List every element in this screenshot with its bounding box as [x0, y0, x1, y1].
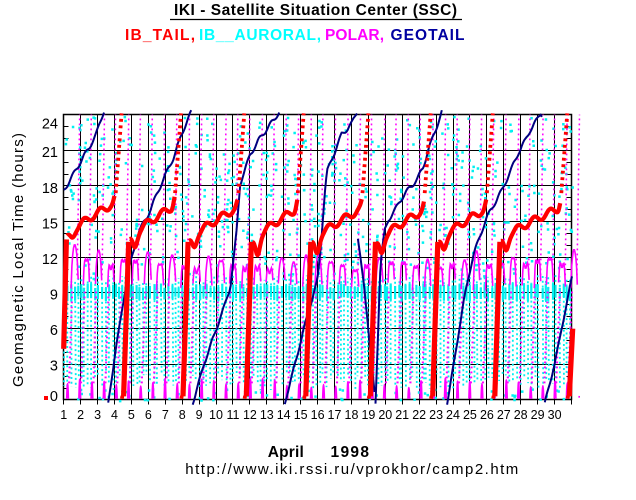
svg-text:2: 2	[77, 408, 84, 422]
svg-text:15: 15	[42, 217, 58, 233]
svg-text:7: 7	[162, 408, 169, 422]
svg-text:POLAR,: POLAR,	[325, 27, 384, 44]
svg-text:IB_TAIL,: IB_TAIL,	[125, 27, 195, 44]
svg-text:12: 12	[42, 252, 58, 268]
svg-text:21: 21	[395, 408, 409, 422]
svg-text:4: 4	[111, 408, 118, 422]
svg-text:25: 25	[463, 408, 477, 422]
svg-text:0: 0	[50, 389, 58, 405]
svg-text:3: 3	[50, 359, 58, 375]
svg-text:24: 24	[446, 408, 460, 422]
svg-text:1: 1	[60, 408, 67, 422]
svg-text:18: 18	[42, 181, 58, 197]
svg-text:12: 12	[243, 408, 257, 422]
svg-text:3: 3	[94, 408, 101, 422]
svg-text:6: 6	[50, 323, 58, 339]
svg-text:11: 11	[227, 408, 240, 422]
svg-text:5: 5	[128, 408, 135, 422]
svg-text:10: 10	[209, 408, 223, 422]
svg-text:9: 9	[50, 288, 58, 304]
svg-text:27: 27	[497, 408, 511, 422]
svg-text:IB__AURORAL,: IB__AURORAL,	[199, 27, 321, 44]
svg-text:26: 26	[480, 408, 494, 422]
svg-text:April: April	[268, 444, 304, 461]
svg-text:9: 9	[196, 408, 203, 422]
svg-text:13: 13	[260, 408, 274, 422]
svg-text:21: 21	[42, 145, 58, 161]
svg-text:29: 29	[531, 408, 545, 422]
svg-text:17: 17	[328, 408, 342, 422]
svg-text:GEOTAIL: GEOTAIL	[391, 27, 465, 44]
svg-text:http://www.iki.rssi.ru/vprokho: http://www.iki.rssi.ru/vprokhor/camp2.ht…	[185, 461, 518, 478]
svg-text:6: 6	[145, 408, 152, 422]
svg-text:24: 24	[42, 117, 58, 133]
svg-text:28: 28	[514, 408, 528, 422]
svg-text:20: 20	[378, 408, 392, 422]
svg-text:19: 19	[361, 408, 375, 422]
svg-text:IKI - Satellite Situation Cent: IKI - Satellite Situation Center (SSC)	[174, 2, 457, 19]
svg-text:23: 23	[429, 408, 443, 422]
svg-text:Geomagnetic Local Time (hours): Geomagnetic Local Time (hours)	[10, 133, 27, 387]
svg-text:22: 22	[412, 408, 426, 422]
svg-text:16: 16	[311, 408, 325, 422]
svg-text:1998: 1998	[331, 444, 370, 461]
svg-text:14: 14	[277, 408, 291, 422]
svg-text:8: 8	[179, 408, 186, 422]
svg-text:15: 15	[294, 408, 308, 422]
svg-text:30: 30	[548, 408, 562, 422]
svg-text:18: 18	[345, 408, 359, 422]
